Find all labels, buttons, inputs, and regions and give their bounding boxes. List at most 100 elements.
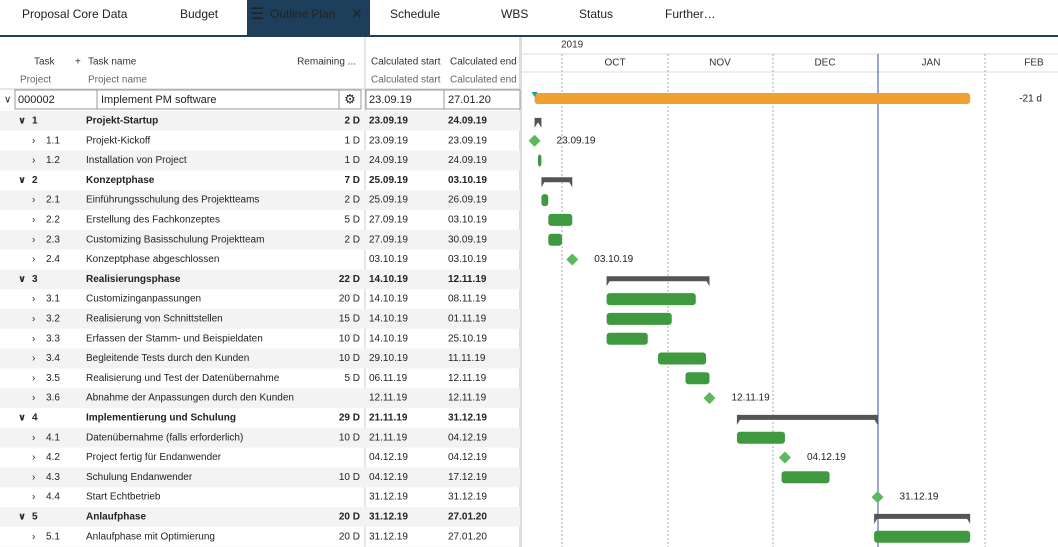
- col-task-name[interactable]: Task name: [88, 57, 137, 68]
- task-name: Schulung Endanwender: [86, 472, 193, 483]
- tab[interactable]: WBS: [501, 7, 528, 21]
- task-name: Project fertig für Endanwender: [86, 452, 222, 463]
- chevron[interactable]: ∨: [18, 413, 26, 424]
- milestone: [528, 134, 541, 147]
- remaining: 2 D: [344, 116, 360, 127]
- chevron[interactable]: ›: [32, 195, 35, 206]
- chevron[interactable]: ∨: [18, 116, 26, 127]
- task-name: Installation von Project: [86, 155, 187, 166]
- chevron[interactable]: ›: [32, 314, 35, 325]
- remaining: 20 D: [339, 512, 360, 523]
- float-label: -21 d: [1019, 94, 1042, 105]
- calc-end: 03.10.19: [448, 215, 487, 226]
- chevron[interactable]: ›: [32, 472, 35, 483]
- add-icon: +: [75, 57, 81, 68]
- task-id: 3.3: [46, 333, 60, 344]
- task-id: 1.1: [46, 135, 60, 146]
- row-bg: [0, 150, 520, 171]
- calc-end: 26.09.19: [448, 195, 487, 206]
- month: NOV: [709, 58, 731, 69]
- row-bg: [0, 467, 520, 488]
- month: JAN: [922, 58, 941, 69]
- chevron[interactable]: ›: [32, 333, 35, 344]
- row-bg: [0, 111, 520, 131]
- task-id: 3.2: [46, 314, 60, 325]
- milestone-label: 12.11.19: [731, 393, 770, 404]
- col-calc-start[interactable]: Calculated start: [371, 57, 441, 68]
- tab[interactable]: Status: [579, 7, 613, 21]
- chevron[interactable]: ›: [32, 373, 35, 384]
- milestone: [703, 392, 716, 405]
- task-name: Start Echtbetrieb: [86, 492, 161, 503]
- tab[interactable]: Outline Plan: [270, 7, 335, 21]
- row-bg: [0, 190, 520, 210]
- col-remaining[interactable]: Remaining ...: [297, 57, 356, 68]
- task-name: Projekt-Kickoff: [86, 135, 151, 146]
- chevron[interactable]: ›: [32, 135, 35, 146]
- task-id: 2.1: [46, 195, 60, 206]
- task-id: 4.2: [46, 452, 60, 463]
- task-id: 2.2: [46, 215, 60, 226]
- calc-end: 17.12.19: [448, 472, 487, 483]
- remaining: 15 D: [339, 314, 360, 325]
- remaining: 20 D: [339, 294, 360, 305]
- row-bg: [0, 229, 520, 250]
- chevron[interactable]: ›: [32, 452, 35, 463]
- row-bg: [0, 269, 520, 290]
- calc-end: 27.01.20: [448, 512, 487, 523]
- settings-button[interactable]: [338, 89, 362, 110]
- remaining: 2 D: [344, 234, 360, 245]
- calc-end: 24.09.19: [448, 116, 487, 127]
- project-end: 27.01.20: [448, 94, 491, 106]
- chevron[interactable]: ›: [32, 294, 35, 305]
- task-name: Projekt-Startup: [86, 116, 158, 127]
- chevron[interactable]: ›: [32, 393, 35, 404]
- tab[interactable]: Budget: [180, 7, 219, 21]
- calc-start: 31.12.19: [369, 512, 408, 523]
- chevron[interactable]: ›: [32, 531, 35, 542]
- task-id: 2.4: [46, 254, 60, 265]
- chevron[interactable]: ∨: [4, 95, 11, 106]
- calc-start: 04.12.19: [369, 472, 408, 483]
- calc-start: 29.10.19: [369, 353, 408, 364]
- col-project-name: Project name: [88, 75, 147, 86]
- chevron[interactable]: ∨: [18, 274, 26, 285]
- chevron[interactable]: ›: [32, 234, 35, 245]
- chevron[interactable]: ∨: [18, 175, 26, 186]
- chevron[interactable]: ›: [32, 254, 35, 265]
- calc-start: 24.09.19: [369, 155, 408, 166]
- task-name: Erfassen der Stamm- und Beispieldaten: [86, 333, 263, 344]
- calc-end: 03.10.19: [448, 254, 487, 265]
- tab[interactable]: Proposal Core Data: [22, 7, 128, 21]
- task-id: 3.4: [46, 353, 60, 364]
- task-id: 1.2: [46, 155, 60, 166]
- calc-end: 23.09.19: [448, 135, 487, 146]
- chevron[interactable]: ›: [32, 353, 35, 364]
- calc-end: 04.12.19: [448, 432, 487, 443]
- row-bg: [0, 309, 520, 329]
- chevron[interactable]: ›: [32, 432, 35, 443]
- close-icon[interactable]: ✕: [351, 6, 363, 22]
- calc-start: 25.09.19: [369, 175, 408, 186]
- task-name: Abnahme der Anpassungen durch den Kunden: [86, 393, 294, 404]
- tab[interactable]: Further…: [665, 7, 716, 21]
- tab[interactable]: Schedule: [390, 7, 440, 21]
- calc-start: 31.12.19: [369, 531, 408, 542]
- col-calc-end-2: Calculated end: [450, 75, 517, 86]
- chevron[interactable]: ›: [32, 492, 35, 503]
- chevron[interactable]: ›: [32, 215, 35, 226]
- chevron[interactable]: ∨: [18, 512, 26, 523]
- summary-bar: [606, 276, 710, 287]
- milestone: [871, 491, 884, 504]
- task-bar: [548, 233, 562, 246]
- chevron[interactable]: ›: [32, 155, 35, 166]
- task-name: Konzeptphase: [86, 175, 155, 186]
- task-bar: [606, 332, 648, 345]
- baseline-marker: [531, 92, 538, 97]
- task-id: 4.4: [46, 492, 60, 503]
- task-name: Anlaufphase mit Optimierung: [86, 531, 215, 542]
- task-name: Implementierung und Schulung: [86, 413, 236, 424]
- task-name: Realisierungsphase: [86, 274, 181, 285]
- calc-start: 14.10.19: [369, 294, 408, 305]
- col-calc-end[interactable]: Calculated end: [450, 57, 517, 68]
